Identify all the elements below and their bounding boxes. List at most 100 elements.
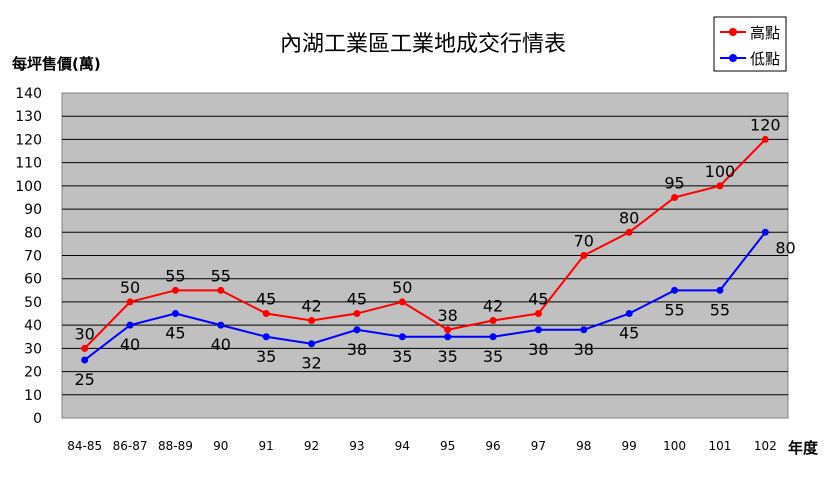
data-point-high [761, 135, 769, 143]
data-point-low [353, 326, 361, 334]
y-tick-label: 20 [24, 365, 42, 381]
data-point-high [217, 286, 225, 294]
data-label-low: 45 [619, 324, 639, 343]
data-label-high: 30 [75, 324, 95, 343]
x-tick-label: 86-87 [113, 439, 148, 453]
x-tick-label: 100 [663, 439, 686, 453]
x-tick-labels: 84-85 86-87 88-89 90 91 92 93 94 95 96 97 98 99 100 10… [67, 439, 777, 453]
data-label-low: 35 [256, 347, 276, 366]
x-tick-label: 92 [304, 439, 319, 453]
gridlines [62, 115, 788, 396]
y-tick-label: 120 [15, 132, 42, 148]
data-point-low [126, 321, 134, 329]
series-line-low [84, 231, 767, 361]
y-tick-label: 70 [24, 249, 42, 265]
y-tick-label: 0 [33, 411, 42, 427]
x-tick-label: 98 [576, 439, 591, 453]
x-tick-label: 99 [622, 439, 637, 453]
y-tick-label: 80 [24, 225, 42, 241]
data-point-high [262, 310, 270, 318]
y-tick-label: 90 [24, 202, 42, 218]
data-point-low [489, 333, 497, 341]
legend-label-high: 高點 [750, 24, 780, 42]
data-point-high [625, 228, 633, 236]
y-tick-label: 60 [24, 272, 42, 288]
data-label-high: 42 [301, 297, 321, 316]
data-label-high: 42 [483, 297, 503, 316]
data-point-low [308, 340, 316, 348]
data-label-high: 45 [256, 290, 276, 309]
y-tick-labels: 0 10 20 30 40 50 60 70 80 90 100 110 120 130 140 [15, 86, 42, 427]
data-point-high [716, 182, 724, 190]
y-tick-label: 140 [15, 86, 42, 102]
x-tick-label: 94 [395, 439, 410, 453]
data-point-low [761, 228, 769, 236]
data-point-low [534, 326, 542, 334]
x-tick-label: 101 [708, 439, 731, 453]
data-point-high [126, 298, 134, 306]
x-tick-label: 88-89 [158, 439, 193, 453]
legend-marker-low [729, 54, 737, 62]
series-line-high [83, 138, 767, 350]
data-point-high [398, 298, 406, 306]
data-label-high: 80 [619, 208, 639, 227]
y-tick-label: 10 [24, 388, 42, 404]
data-label-low: 55 [710, 300, 730, 319]
y-tick-label: 40 [24, 318, 42, 334]
x-tick-label: 95 [440, 439, 455, 453]
data-point-high [580, 252, 588, 259]
data-label-high: 70 [574, 232, 594, 251]
data-label-high: 55 [211, 266, 231, 285]
data-label-low: 80 [775, 238, 795, 257]
x-tick-label: 91 [259, 439, 274, 453]
legend: 高點 低點 [713, 16, 787, 72]
data-label-low: 35 [483, 347, 503, 366]
data-point-low [716, 286, 724, 294]
data-point-high [81, 344, 89, 352]
legend-marker-high [729, 28, 737, 36]
data-label-high: 50 [120, 278, 140, 297]
data-label-low: 35 [392, 347, 412, 366]
data-label-low: 38 [528, 340, 548, 359]
x-tick-label: 90 [213, 439, 228, 453]
data-label-high: 120 [750, 115, 781, 134]
chart-title: 內湖工業區工業地成交行情表 [280, 32, 566, 57]
x-tick-label: 96 [485, 439, 500, 453]
data-label-high: 55 [165, 266, 185, 285]
y-tick-label: 30 [24, 341, 42, 357]
data-label-low: 38 [574, 340, 594, 359]
data-label-high: 95 [664, 173, 684, 192]
data-point-low [625, 310, 633, 318]
data-label-low: 32 [301, 354, 321, 373]
legend-label-low: 低點 [750, 50, 780, 68]
data-point-high [353, 310, 361, 318]
data-point-high [534, 310, 542, 318]
data-point-low [398, 333, 406, 341]
data-point-high [489, 317, 497, 324]
legend-box [713, 16, 787, 72]
data-point-low [171, 310, 179, 318]
data-point-high [444, 326, 452, 334]
x-tick-label: 102 [754, 439, 777, 453]
data-point-high [671, 193, 679, 201]
x-tick-label: 97 [531, 439, 546, 453]
data-label-low: 55 [664, 300, 684, 319]
y-tick-label: 110 [15, 156, 42, 172]
data-label-high: 38 [438, 306, 458, 325]
series-group [81, 135, 769, 364]
y-axis-label: 每坪售價(萬) [12, 55, 101, 73]
data-point-low [671, 286, 679, 294]
data-point-high [308, 317, 316, 324]
data-label-low: 45 [165, 324, 185, 343]
data-label-low: 35 [438, 347, 458, 366]
data-point-low [580, 326, 588, 334]
data-label-high: 45 [528, 290, 548, 309]
data-point-high [171, 286, 179, 294]
data-label-low: 40 [211, 335, 231, 354]
data-label-low: 38 [347, 340, 367, 359]
x-tick-label: 84-85 [67, 439, 102, 453]
y-tick-label: 50 [24, 295, 42, 311]
data-point-low [81, 356, 89, 364]
data-point-low [444, 333, 452, 341]
